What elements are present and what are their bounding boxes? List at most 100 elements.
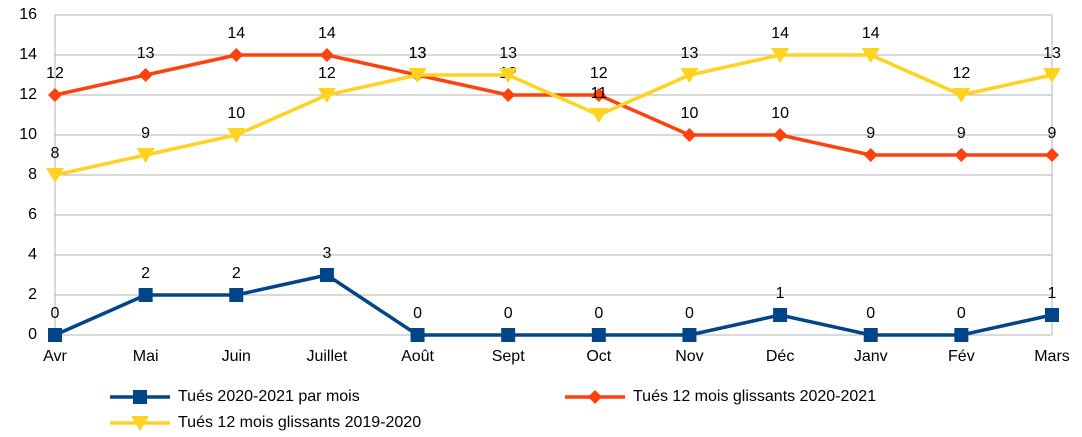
y-tick-label: 4: [28, 246, 37, 263]
y-tick-label: 6: [28, 206, 37, 223]
data-label: 13: [681, 45, 699, 62]
data-label: 8: [51, 145, 60, 162]
x-tick-label: Mars: [1034, 348, 1070, 365]
data-label: 14: [227, 25, 245, 42]
x-tick-label: Oct: [586, 348, 611, 365]
marker: [591, 328, 606, 342]
y-tick-label: 16: [19, 6, 37, 23]
marker: [501, 328, 516, 342]
legend-label: Tués 12 mois glissants 2020-2021: [633, 388, 876, 405]
marker: [863, 148, 878, 162]
y-tick-label: 14: [19, 46, 37, 63]
y-tick-label: 8: [28, 166, 37, 183]
data-label: 0: [594, 305, 603, 322]
x-tick-label: Juillet: [306, 348, 347, 365]
y-tick-label: 0: [28, 326, 37, 343]
data-label: 9: [1048, 125, 1057, 142]
x-tick-label: Juin: [222, 348, 251, 365]
marker: [591, 88, 606, 102]
x-tick-label: Sept: [492, 348, 525, 365]
marker: [499, 68, 518, 83]
marker: [319, 268, 334, 282]
data-label: 3: [322, 245, 331, 262]
data-label: 9: [866, 125, 875, 142]
marker: [229, 288, 244, 302]
marker: [1045, 148, 1059, 162]
marker: [408, 68, 427, 83]
data-label: 12: [590, 65, 608, 82]
marker: [48, 88, 62, 102]
data-label: 0: [685, 305, 694, 322]
marker: [229, 48, 244, 62]
data-label: 0: [413, 305, 422, 322]
series-line: [54, 53, 1053, 177]
marker: [682, 328, 697, 342]
y-tick-label: 12: [19, 86, 37, 103]
marker: [954, 148, 969, 162]
data-label: 14: [771, 25, 789, 42]
legend-label: Tués 12 mois glissants 2019-2020: [178, 414, 421, 431]
data-label: 12: [952, 65, 970, 82]
data-label: 13: [499, 45, 517, 62]
data-label: 2: [232, 265, 241, 282]
data-label: 0: [866, 305, 875, 322]
x-tick-label: Mai: [133, 348, 159, 365]
data-label: 9: [141, 125, 150, 142]
data-label: 2: [141, 265, 150, 282]
marker: [861, 48, 880, 63]
data-label: 0: [957, 305, 966, 322]
marker: [410, 328, 425, 342]
marker: [46, 168, 64, 183]
marker: [680, 68, 699, 83]
marker: [589, 108, 608, 123]
data-label: 10: [227, 105, 245, 122]
marker: [501, 88, 516, 102]
marker: [138, 288, 153, 302]
x-tick-label: Fév: [948, 348, 975, 365]
y-tick-label: 2: [28, 286, 37, 303]
marker: [317, 88, 336, 103]
data-label: 10: [771, 105, 789, 122]
marker: [1045, 308, 1059, 322]
data-label: 13: [409, 45, 427, 62]
y-tick-label: 10: [19, 126, 37, 143]
x-tick-label: Avr: [43, 348, 67, 365]
data-label: 0: [51, 305, 60, 322]
data-label: 0: [504, 305, 513, 322]
legend-label: Tués 2020-2021 par mois: [178, 388, 360, 405]
marker: [682, 128, 697, 142]
marker: [136, 148, 155, 163]
data-label: 14: [318, 25, 336, 42]
data-label: 11: [591, 85, 608, 102]
marker: [954, 328, 969, 342]
data-label: 13: [409, 45, 427, 62]
data-label: 13: [1043, 45, 1061, 62]
legend-marker: [133, 390, 147, 404]
x-tick-label: Nov: [675, 348, 703, 365]
marker: [773, 308, 788, 322]
marker: [952, 88, 971, 103]
legend-marker: [131, 416, 149, 431]
data-label: 1: [776, 285, 785, 302]
data-label: 10: [681, 105, 699, 122]
marker: [773, 128, 788, 142]
series-line: [54, 273, 1053, 337]
x-tick-label: Août: [401, 348, 434, 365]
marker: [863, 328, 878, 342]
marker: [227, 128, 246, 143]
marker: [48, 328, 62, 342]
marker: [319, 48, 334, 62]
x-tick-label: Janv: [854, 348, 888, 365]
marker: [1043, 68, 1061, 83]
marker: [138, 68, 153, 82]
data-label: 14: [862, 25, 880, 42]
legend-marker: [588, 390, 602, 404]
data-label: 9: [957, 125, 966, 142]
marker: [771, 48, 790, 63]
data-label: 13: [137, 45, 155, 62]
data-label: 12: [46, 65, 64, 82]
data-label: 12: [318, 65, 336, 82]
data-label: 1: [1048, 285, 1057, 302]
x-tick-label: Déc: [766, 348, 794, 365]
